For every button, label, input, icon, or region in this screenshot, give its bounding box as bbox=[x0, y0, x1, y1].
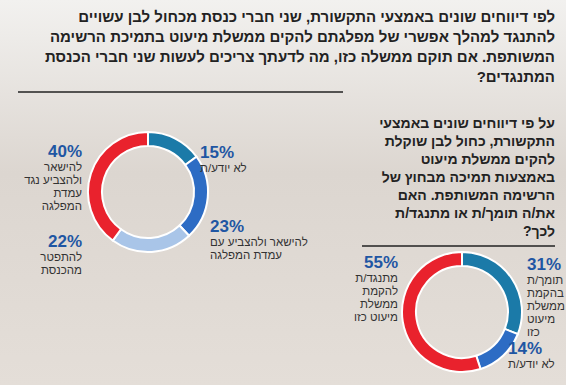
category-label: להישארולהצביע נגדעמדתהמפלגה bbox=[24, 161, 82, 212]
data-label: 40% bbox=[48, 142, 82, 161]
donut bbox=[402, 252, 522, 372]
canvas: לפי דיווחים שונים באמצעי התקשורת, שני חב… bbox=[0, 0, 566, 385]
category-label: להתפטרמהכנסת bbox=[40, 251, 82, 276]
title: על פי דיווחים שונים באמצעיהתקשורת, כחול … bbox=[379, 115, 555, 239]
title: לפי דיווחים שונים באמצעי התקשורת, שני חב… bbox=[45, 8, 555, 85]
data-label: 22% bbox=[48, 232, 82, 251]
category-label: מתנגד/תלהקמתממשלתמיעוט כזו bbox=[354, 272, 398, 323]
data-label: 31% bbox=[527, 255, 561, 274]
data-label: 14% bbox=[508, 339, 542, 358]
category-label: לא יודע/ת bbox=[200, 162, 247, 174]
category-label: תומך/תבהקמתממשלתמיעוטכזו bbox=[527, 274, 565, 338]
separator bbox=[18, 91, 343, 93]
chart: לפי דיווחים שונים באמצעי התקשורת, שני חב… bbox=[18, 8, 555, 276]
donut bbox=[88, 132, 208, 252]
chart: על פי דיווחים שונים באמצעיהתקשורת, כחול … bbox=[354, 115, 565, 372]
slice bbox=[113, 226, 189, 252]
category-label: להישאר ולהצביע עםעמדת המפלגה bbox=[210, 236, 308, 261]
data-label: 15% bbox=[200, 143, 234, 162]
slice bbox=[462, 252, 522, 334]
slice bbox=[402, 252, 481, 372]
data-label: 55% bbox=[364, 253, 398, 272]
data-label: 23% bbox=[210, 217, 244, 236]
background bbox=[0, 0, 566, 385]
category-label: לא יודע/ת bbox=[508, 358, 555, 370]
separator bbox=[362, 245, 555, 247]
slice bbox=[88, 132, 148, 241]
slice bbox=[148, 132, 197, 165]
